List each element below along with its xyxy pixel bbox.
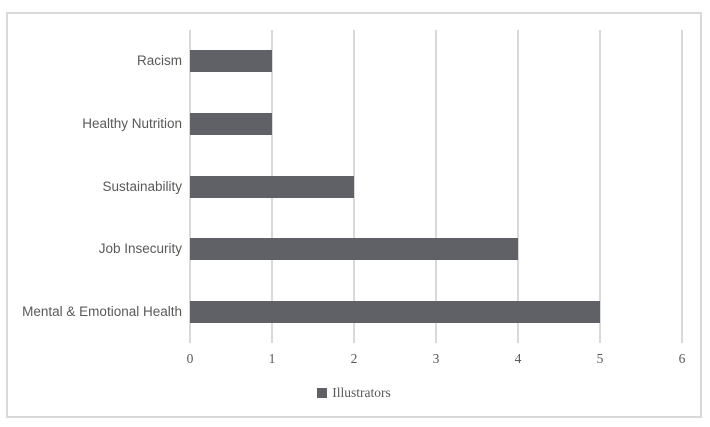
bar [190,238,518,261]
x-tick-label: 2 [350,351,358,366]
plot-area [189,30,683,343]
x-axis: 0 1 2 3 4 5 6 [186,350,686,368]
bar-row [190,112,682,135]
bar [190,175,354,198]
gridline [435,30,437,343]
bar-row [190,238,682,261]
gridline [681,30,683,343]
bar-row [190,50,682,73]
gridline [517,30,519,343]
category-label: Healthy Nutrition [82,115,182,131]
bar-chart: Racism Healthy Nutrition Sustainability Job… [6,12,702,418]
legend-label: Illustrators [332,385,391,400]
bar-row [190,300,682,323]
x-tick-label: 3 [432,351,440,366]
legend-swatch-icon [317,388,328,398]
category-label: Job Insecurity [98,241,182,257]
bar [190,300,600,323]
x-tick-label: 4 [514,351,522,366]
legend: Illustrators [8,384,700,402]
bar-row [190,175,682,198]
category-label: Racism [136,53,182,69]
x-tick-label: 5 [596,351,604,366]
gridline [599,30,601,343]
x-tick-label: 0 [186,351,194,366]
bar [190,112,272,135]
category-label: Mental & Emotional Health [22,303,182,319]
gridline [353,30,355,343]
y-axis-labels: Racism Healthy Nutrition Sustainability Job… [8,30,182,343]
x-tick-label: 1 [268,351,276,366]
x-tick-label: 6 [678,351,686,366]
bar [190,50,272,73]
category-label: Sustainability [102,178,182,194]
